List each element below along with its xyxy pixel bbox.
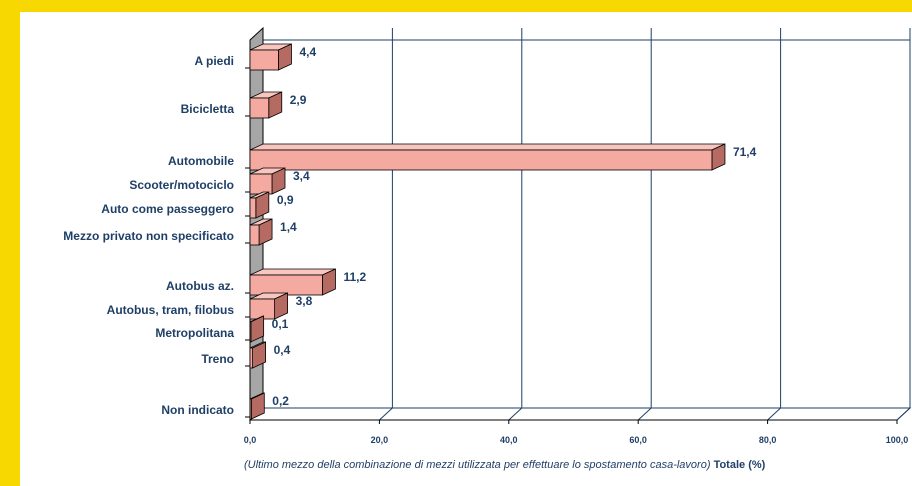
bar-front-face — [249, 197, 257, 219]
page-border-top — [0, 0, 912, 12]
bar — [249, 292, 288, 320]
x-axis-caption-italic: (Ultimo mezzo della combinazione di mezz… — [244, 459, 711, 471]
x-tick-label: 60,0 — [629, 435, 647, 445]
value-label: 1,4 — [280, 220, 297, 234]
category-label: Bicicletta — [181, 102, 235, 116]
floor-grid-line — [767, 407, 781, 421]
bar — [249, 268, 336, 296]
bar-front-face — [249, 49, 279, 71]
bar — [249, 218, 273, 246]
value-label: 11,2 — [343, 270, 366, 284]
bar-top-face — [249, 268, 336, 276]
x-axis-caption: (Ultimo mezzo della combinazione di mezz… — [244, 459, 904, 471]
page-border-left — [0, 0, 20, 486]
bar — [249, 143, 726, 171]
x-tick-label: 20,0 — [371, 435, 389, 445]
category-label: Metropolitana — [155, 326, 234, 340]
bar — [249, 43, 292, 71]
category-label: Mezzo privato non specificato — [63, 229, 234, 243]
category-label: Autobus, tram, filobus — [107, 303, 235, 317]
value-label: 71,4 — [733, 145, 757, 159]
bar — [249, 167, 286, 195]
bar-front-face — [249, 173, 273, 195]
bar-front-face — [249, 274, 323, 296]
bar — [249, 341, 266, 369]
bar-front-face — [249, 321, 252, 343]
value-label: 0,1 — [272, 317, 289, 331]
back-wall — [262, 39, 911, 409]
bar-front-face — [249, 97, 270, 119]
bar — [249, 91, 283, 119]
floor-grid-line — [637, 407, 652, 421]
value-label: 4,4 — [299, 45, 316, 59]
category-label: Autobus az. — [166, 279, 234, 293]
bar — [249, 392, 265, 420]
bar — [249, 315, 265, 343]
floor-grid-line — [896, 407, 911, 421]
x-tick-label: 100,0 — [886, 435, 909, 445]
category-label: Auto come passeggero — [101, 202, 234, 216]
bar-top-face — [249, 143, 726, 151]
value-label: 2,9 — [290, 93, 307, 107]
x-axis-caption-bold: Totale (%) — [713, 459, 766, 471]
category-label: Automobile — [168, 154, 234, 168]
x-tick-label: 80,0 — [759, 435, 777, 445]
bar-front-face — [249, 398, 252, 420]
bar-front-face — [249, 224, 260, 246]
category-label: A piedi — [194, 54, 234, 68]
floor-grid-line — [379, 407, 393, 421]
labels: 0,0 20,0 40,0 60,0 80,0 100,0 A piedi 4,4 Bicicl… — [63, 45, 908, 445]
x-tick-label: 40,0 — [500, 435, 518, 445]
value-label: 3,4 — [293, 169, 310, 183]
x-tick-label: 0,0 — [244, 435, 257, 445]
floor — [248, 407, 912, 421]
value-label: 3,8 — [296, 294, 313, 308]
bar-front-face — [249, 347, 253, 369]
category-label: Non indicato — [161, 403, 234, 417]
bar — [249, 191, 270, 219]
bars — [249, 43, 726, 420]
value-label: 0,2 — [272, 394, 289, 408]
category-label: Treno — [201, 352, 234, 366]
bar-front-face — [249, 149, 713, 171]
category-label: Scooter/motociclo — [129, 178, 234, 192]
floor-grid-line — [508, 407, 523, 421]
value-label: 0,9 — [277, 193, 294, 207]
plot-area — [248, 26, 912, 422]
value-label: 0,4 — [274, 343, 291, 357]
